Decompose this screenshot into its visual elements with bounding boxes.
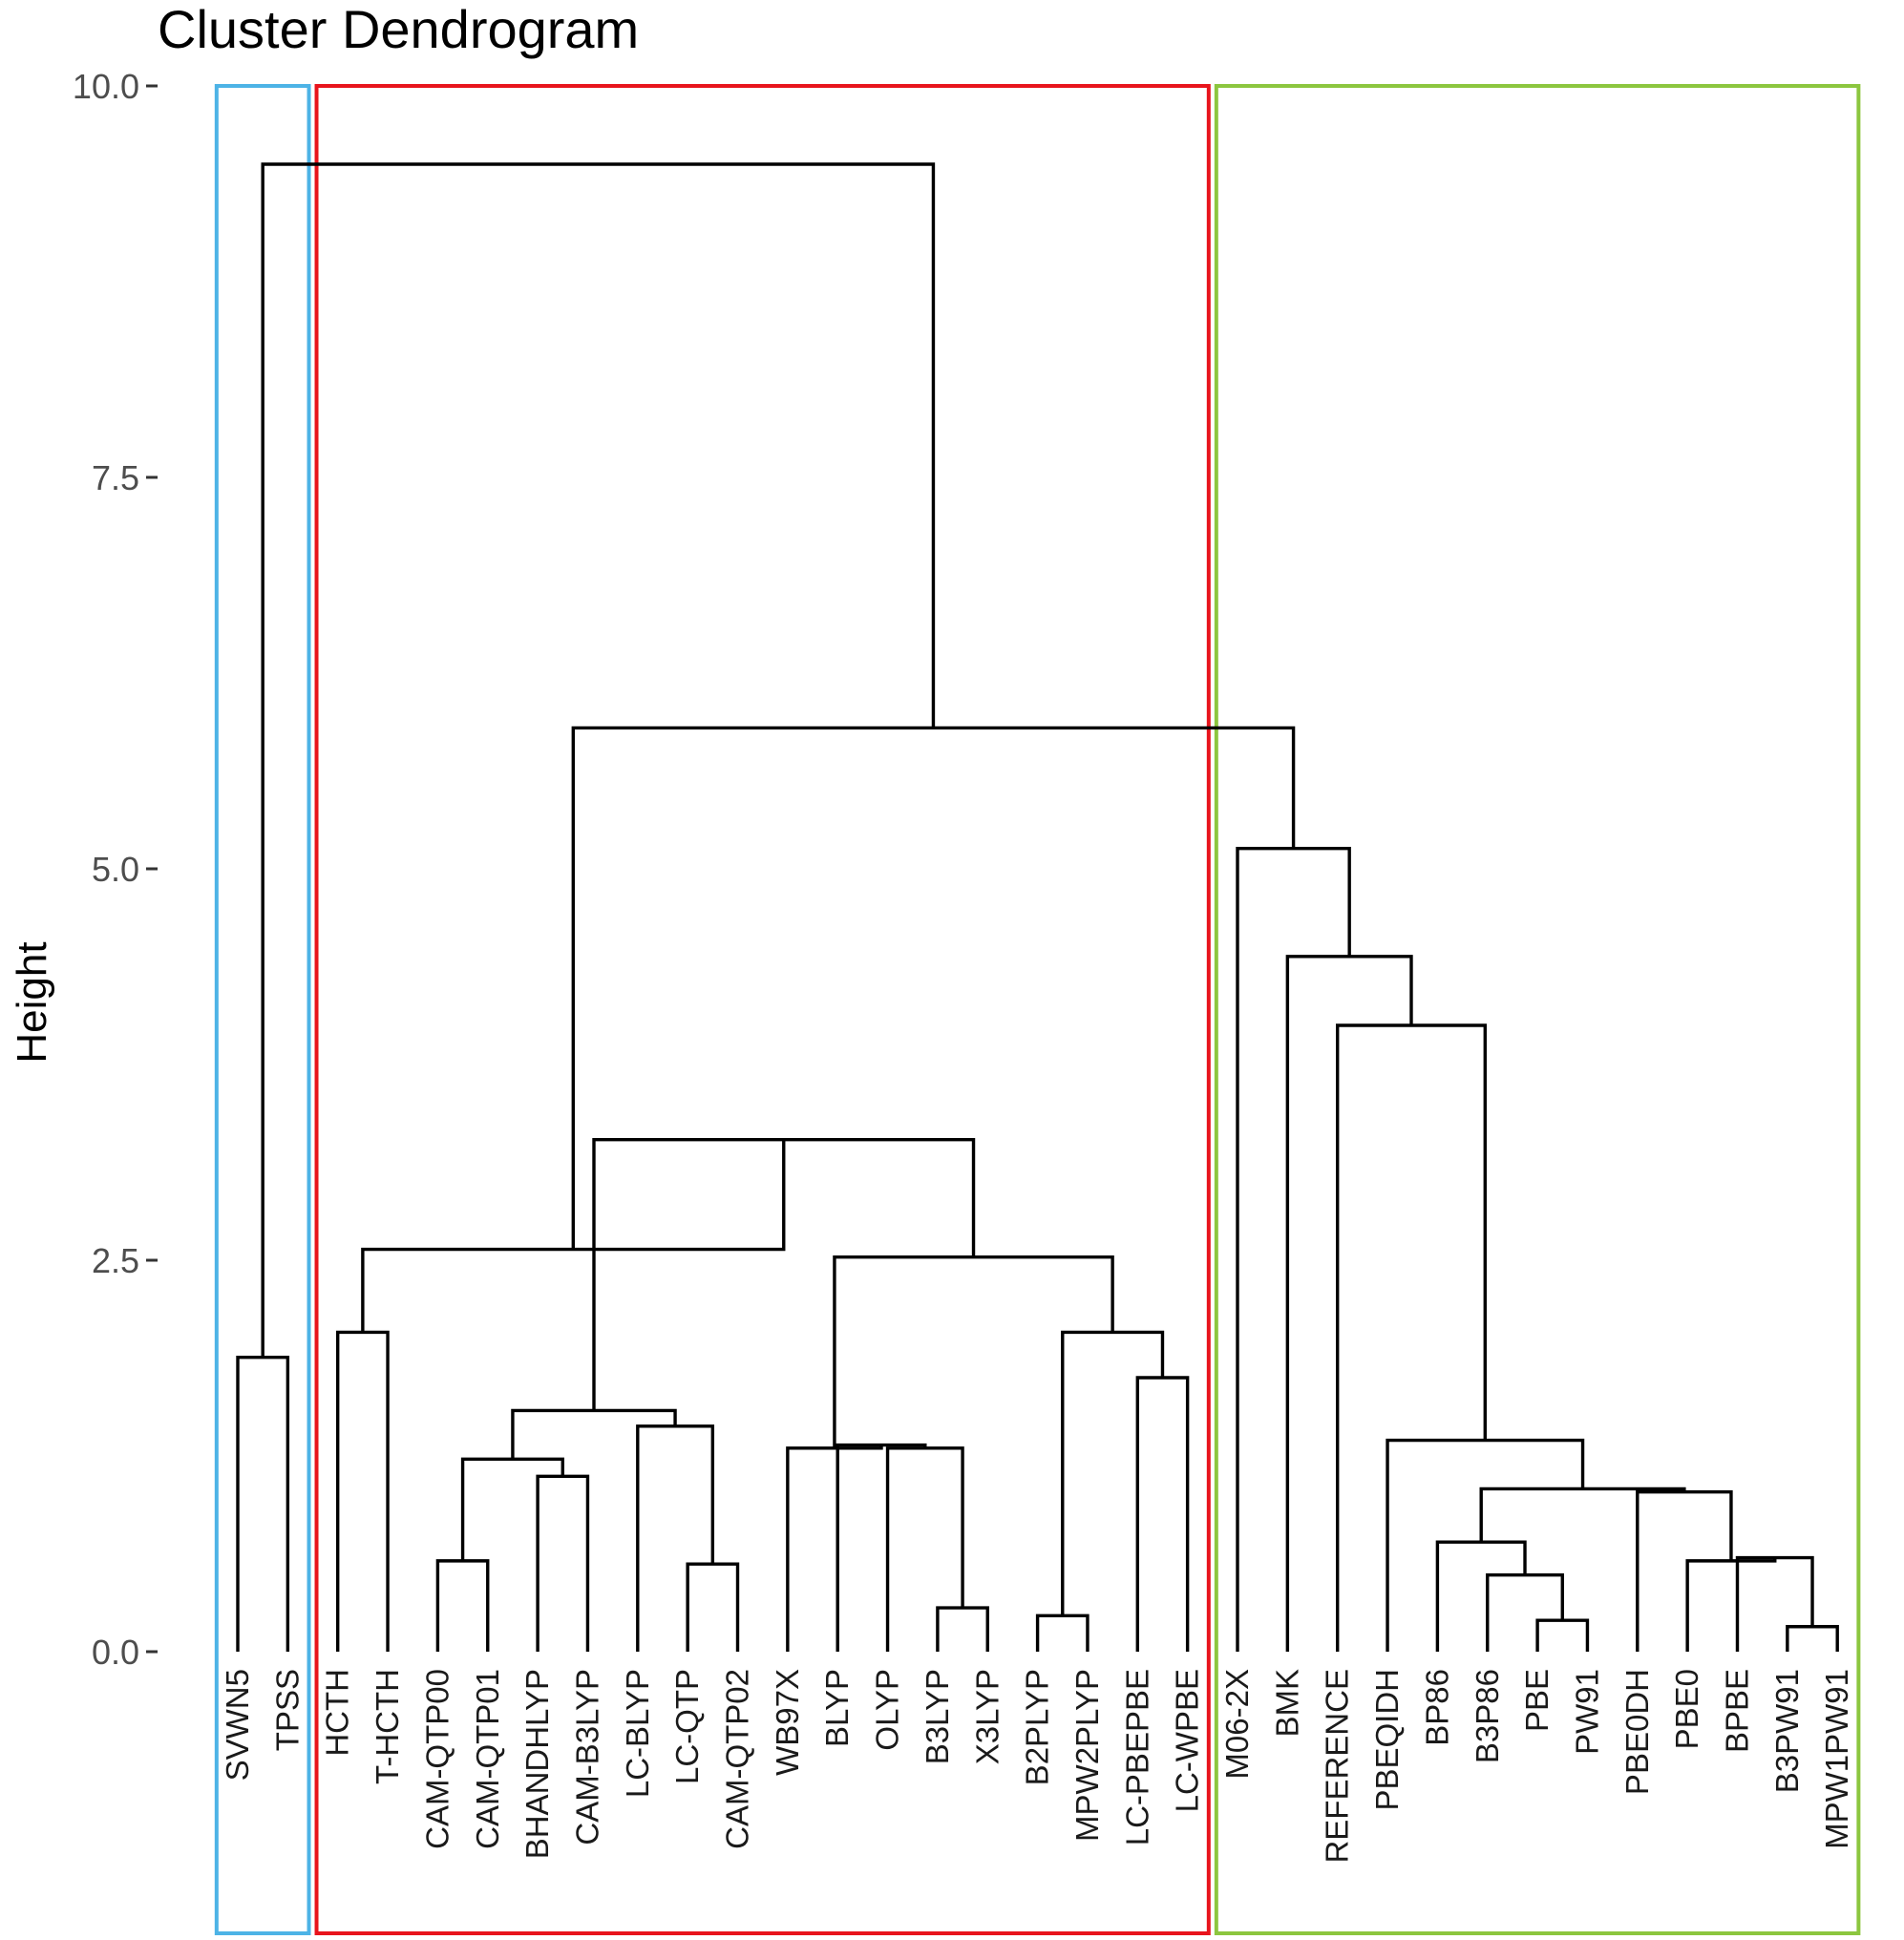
dendrogram-links: [236, 162, 1839, 1652]
cluster-box-3: [1214, 84, 1861, 1935]
leaf-labels: SVWN5 TPSS HCTH T-HCTH CAM-QTP00 CAM-QTP01 BHA…: [220, 1669, 1854, 1864]
link-n14: [1135, 1376, 1190, 1652]
leaf-label-olyp: OLYP: [870, 1669, 905, 1751]
leaf-label-wb97x: WB97X: [770, 1669, 805, 1776]
link-n26: [1479, 1487, 1686, 1543]
leaf-label-b3lyp: B3LYP: [920, 1669, 955, 1764]
leaf-label-pbe: PBE: [1519, 1669, 1555, 1732]
link-n31: [571, 726, 1296, 1250]
leaf-label-pbe0: PBE0: [1669, 1669, 1704, 1749]
y-axis-label: Height: [9, 941, 55, 1063]
leaf-label-svwn5: SVWN5: [220, 1669, 255, 1781]
link-n6: [686, 1562, 740, 1652]
leaf-label-b2plyp: B2PLYP: [1020, 1669, 1055, 1785]
link-n24: [1685, 1557, 1777, 1652]
leaf-label-b3p86: B3P86: [1470, 1669, 1505, 1763]
link-n10: [885, 1446, 964, 1652]
link-n5: [460, 1457, 564, 1561]
link-n15: [1061, 1330, 1165, 1616]
leaf-label-hcth: HCTH: [320, 1669, 355, 1757]
leaf-label-bhandhlyp: BHANDHLYP: [519, 1669, 555, 1859]
link-n7: [636, 1424, 715, 1652]
link-n25: [1636, 1490, 1733, 1652]
leaf-label-pbeqidh: PBEQIDH: [1369, 1669, 1405, 1811]
link-n3: [435, 1559, 490, 1652]
leaf-label-mpw1pw91: MPW1PW91: [1819, 1669, 1854, 1849]
link-n2: [336, 1330, 390, 1652]
leaf-label-bmk: BMK: [1269, 1669, 1304, 1738]
y-tick-label-1: 2.5: [92, 1241, 139, 1280]
link-n22: [1786, 1625, 1839, 1652]
link-n9: [936, 1606, 989, 1652]
link-n13: [1035, 1613, 1090, 1652]
link-n21: [1435, 1540, 1527, 1652]
leaf-label-pbe0dh: PBE0DH: [1619, 1669, 1655, 1795]
cluster-boxes: [214, 84, 1861, 1935]
leaf-label-cam-qtp02: CAM-QTP02: [720, 1669, 755, 1849]
leaf-label-t-hcth: T-HCTH: [370, 1669, 405, 1784]
leaf-label-b3pw91: B3PW91: [1769, 1669, 1805, 1793]
link-n16: [833, 1255, 1114, 1448]
y-axis: 0.0 2.5 5.0 7.5 10.0: [73, 67, 158, 1672]
cluster-box-1: [214, 84, 311, 1935]
leaf-label-lc-blyp: LC-BLYP: [620, 1669, 655, 1798]
y-tick-label-3: 7.5: [92, 458, 139, 497]
link-n20: [1486, 1572, 1564, 1652]
leaf-label-tpss: TPSS: [269, 1669, 305, 1751]
leaf-label-mpw2plyp: MPW2PLYP: [1069, 1669, 1105, 1842]
leaf-label-m06-2x: M06-2X: [1219, 1669, 1255, 1780]
leaf-label-cam-qtp01: CAM-QTP01: [470, 1669, 505, 1849]
link-n4: [536, 1474, 590, 1652]
leaf-label-reference: REFERENCE: [1320, 1669, 1355, 1864]
leaf-label-lc-wpbe: LC-WPBE: [1170, 1669, 1205, 1812]
leaf-label-pw91: PW91: [1569, 1669, 1604, 1755]
link-n32: [261, 162, 936, 1358]
link-n12: [786, 1444, 883, 1652]
link-n23: [1735, 1555, 1814, 1652]
link-n1: [236, 1355, 290, 1652]
link-n28: [1336, 1023, 1487, 1652]
leaf-label-bpbe: BPBE: [1720, 1669, 1755, 1753]
cluster-box-2: [314, 84, 1211, 1935]
leaf-label-cam-b3lyp: CAM-B3LYP: [569, 1669, 604, 1845]
leaf-label-bp86: BP86: [1419, 1669, 1454, 1746]
link-n19: [1535, 1618, 1590, 1652]
chart-title: Cluster Dendrogram: [158, 0, 639, 59]
link-n29: [1285, 955, 1413, 1652]
leaf-label-cam-qtp00: CAM-QTP00: [419, 1669, 455, 1849]
leaf-label-x3lyp: X3LYP: [969, 1669, 1005, 1764]
y-tick-label-0: 0.0: [92, 1633, 139, 1672]
link-n11: [836, 1443, 927, 1652]
link-n30: [1236, 846, 1351, 1652]
leaf-label-lc-pbepbe: LC-PBEPBE: [1119, 1669, 1154, 1845]
y-tick-label-2: 5.0: [92, 850, 139, 889]
link-n8: [511, 1408, 677, 1460]
y-tick-label-4: 10.0: [73, 67, 139, 106]
leaf-label-lc-qtp: LC-QTP: [669, 1669, 705, 1784]
leaf-label-blyp: BLYP: [819, 1669, 855, 1747]
